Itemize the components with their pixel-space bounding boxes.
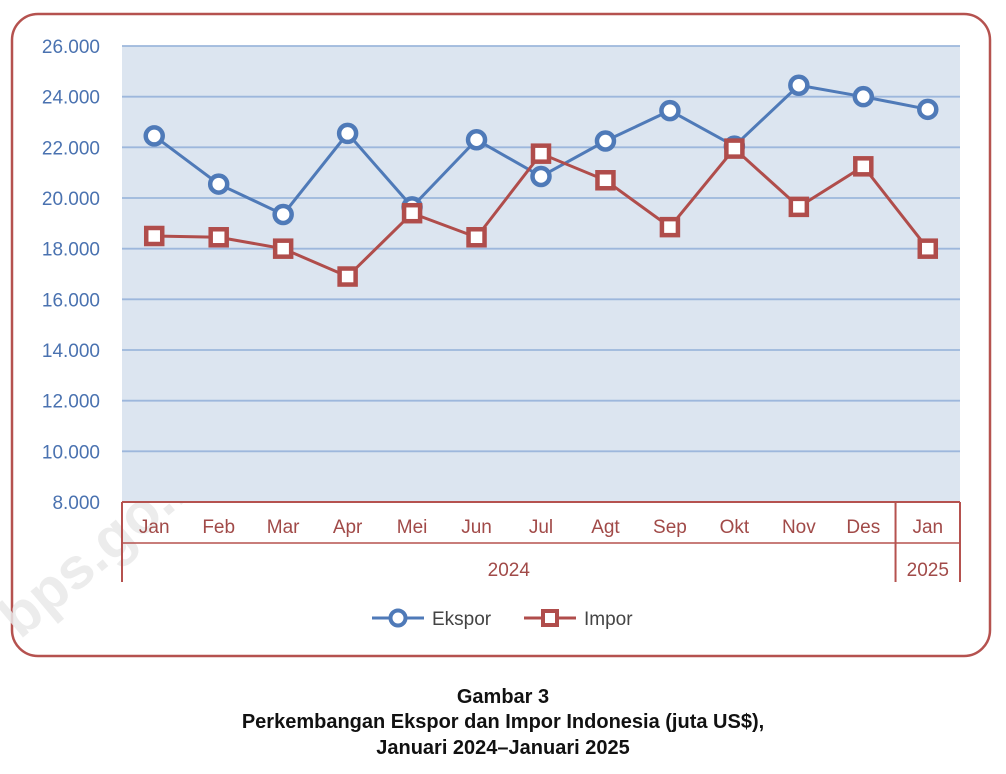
x-tick-label: Mar (267, 517, 300, 538)
y-axis: 8.000 10.000 12.000 14.000 16.000 18.000 20.00… (42, 37, 100, 514)
data-point (208, 227, 229, 248)
legend-item-ekspor: Ekspor (372, 608, 492, 630)
x-tick-label: Nov (782, 517, 816, 538)
legend-item-impor: Impor (524, 609, 633, 630)
data-point (272, 203, 294, 226)
figure-title-line-2: Januari 2024–Januari 2025 (376, 737, 630, 759)
x-tick-label: Jan (139, 517, 170, 538)
x-tick-label: Feb (202, 517, 235, 538)
y-tick-label: 22.000 (42, 138, 100, 159)
y-tick-label: 12.000 (42, 392, 100, 413)
y-tick-label: 10.000 (42, 442, 100, 463)
data-point (788, 74, 810, 97)
x-tick-label: Jul (529, 517, 553, 538)
x-tick-label: Jan (912, 517, 943, 538)
line-chart: bps.go.id 8.00010.00012.00014.00016.0001… (0, 12, 992, 658)
y-tick-label: 26.000 (42, 37, 100, 58)
legend: Ekspor Impor (372, 608, 633, 630)
data-point (594, 130, 617, 152)
data-point (853, 156, 874, 177)
legend-marker (388, 608, 408, 628)
x-tick-label: Des (846, 517, 880, 538)
y-tick-label: 16.000 (42, 290, 100, 311)
y-tick-label: 24.000 (42, 88, 100, 109)
data-point (595, 170, 616, 191)
data-point (143, 125, 165, 147)
x-axis: Jan Feb Mar Apr Mei Jun Jul Agt Sep Okt Nov Des Jan 2… (121, 501, 961, 582)
data-point (401, 202, 423, 224)
data-point (659, 216, 681, 238)
figure-title-line-1: Perkembangan Ekspor dan Impor Indonesia … (241, 711, 765, 733)
x-tick-label: Okt (720, 517, 750, 538)
x-tick-label: Jun (461, 517, 492, 538)
x-tick-label: Sep (653, 517, 687, 538)
data-point (917, 238, 939, 259)
data-point (465, 128, 488, 151)
data-point (143, 225, 165, 247)
x-tick-label: Apr (333, 517, 363, 538)
y-tick-label: 8.000 (52, 493, 100, 514)
data-point (917, 98, 939, 121)
data-point (272, 238, 294, 259)
plot-area (122, 46, 960, 502)
data-point (724, 138, 745, 159)
figure-label: Gambar 3 (456, 686, 550, 708)
y-tick-label: 20.000 (42, 189, 100, 210)
data-point (207, 173, 230, 195)
y-tick-label: 18.000 (42, 240, 100, 261)
series-impor (143, 138, 939, 287)
data-point (466, 227, 487, 248)
y-tick-label: 14.000 (42, 341, 100, 362)
legend-label: Ekspor (432, 609, 492, 630)
legend-marker (541, 609, 559, 627)
year-group-label: 2025 (907, 560, 949, 581)
data-point (337, 266, 358, 287)
legend-label: Impor (584, 609, 633, 630)
x-tick-label: Mei (397, 517, 428, 538)
data-point (788, 196, 810, 218)
data-point (659, 99, 681, 122)
data-point (336, 122, 359, 145)
x-tick-label: Agt (591, 517, 620, 538)
data-point (530, 165, 552, 188)
data-point (852, 85, 875, 108)
year-group-label: 2024 (488, 560, 531, 581)
data-point (530, 143, 552, 164)
series-lines (143, 74, 939, 287)
